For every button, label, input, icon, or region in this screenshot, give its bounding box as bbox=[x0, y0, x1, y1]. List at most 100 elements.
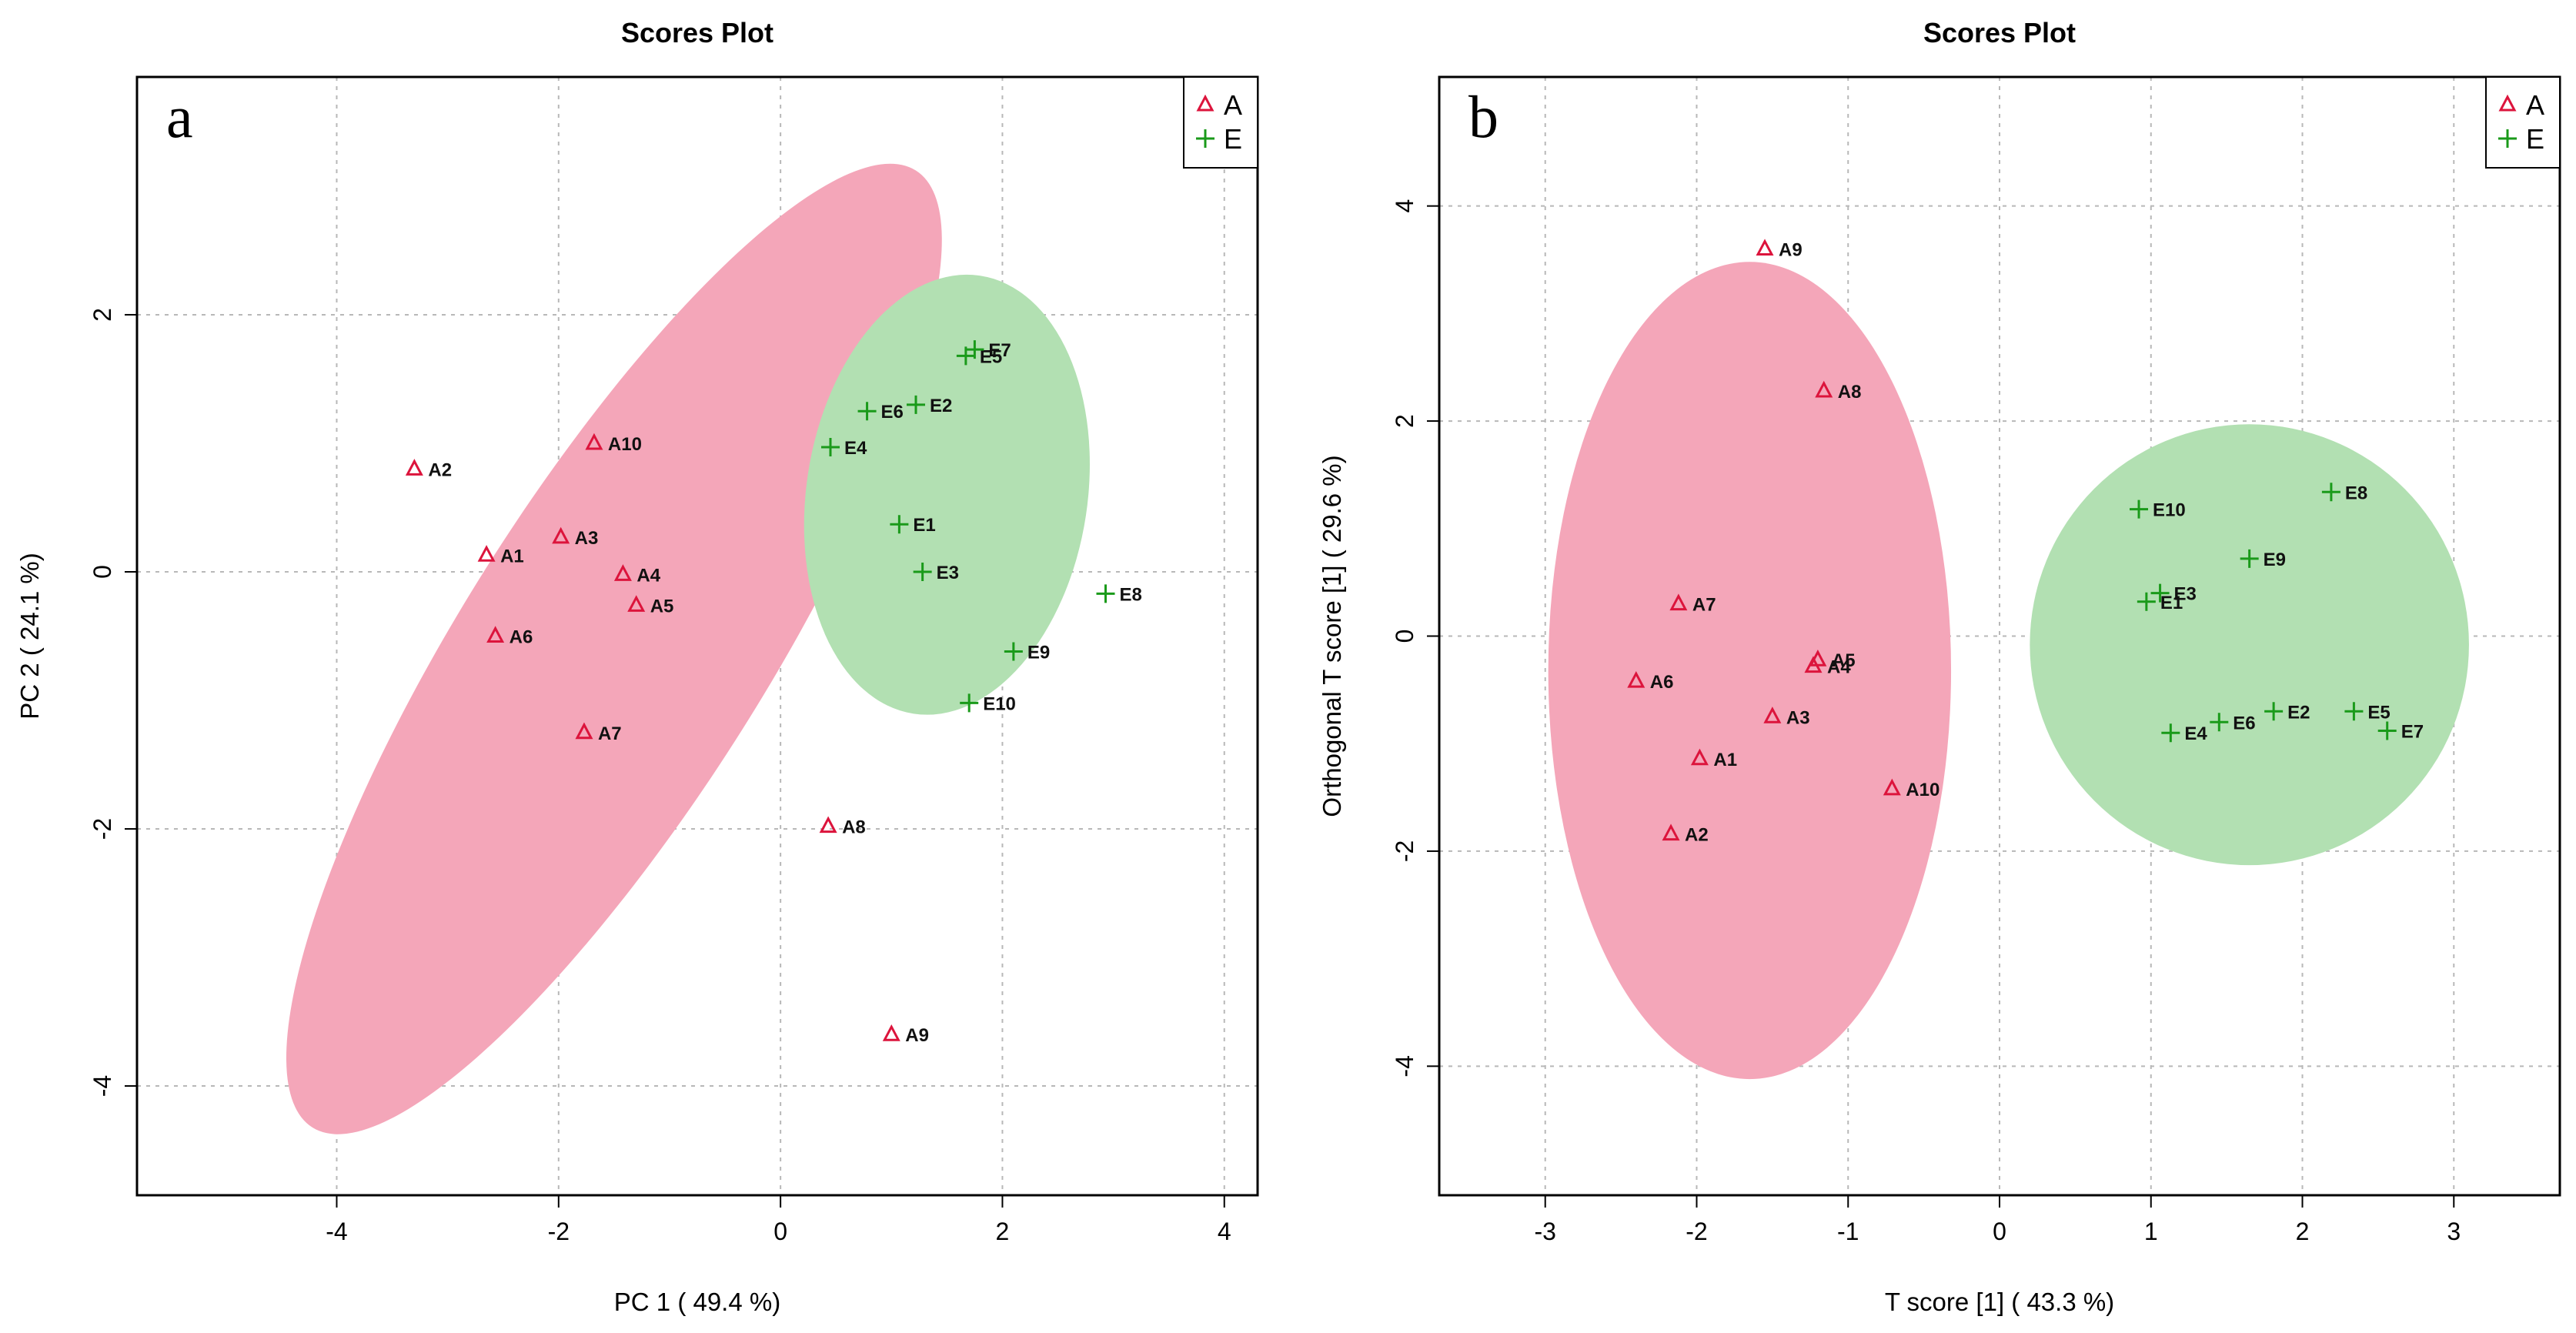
plot-frame bbox=[135, 75, 1259, 1197]
x-tick-label: -2 bbox=[548, 1218, 570, 1245]
point-e8 bbox=[1096, 584, 1115, 603]
point-label-e1: E1 bbox=[913, 515, 935, 536]
panel-letter: b bbox=[1468, 83, 1498, 150]
point-label-a2: A2 bbox=[1685, 825, 1709, 846]
point-label-a10: A10 bbox=[1906, 780, 1940, 800]
chart-title: Scores Plot bbox=[621, 17, 773, 48]
y-axis: -4 -2 0 2 bbox=[89, 308, 137, 1097]
point-label-a9: A9 bbox=[905, 1025, 929, 1046]
point-label-a1: A1 bbox=[500, 546, 524, 566]
point-label-e6: E6 bbox=[2233, 713, 2255, 733]
confidence-ellipse-a bbox=[1548, 262, 1952, 1080]
point-label-a2: A2 bbox=[428, 459, 452, 480]
point-e2 bbox=[2264, 702, 2284, 721]
legend-marker-e bbox=[2498, 129, 2517, 148]
point-e5 bbox=[2344, 702, 2364, 721]
x-tick-label: 0 bbox=[1993, 1218, 2006, 1245]
y-tick-label: 0 bbox=[89, 565, 116, 579]
point-label-a7: A7 bbox=[1692, 595, 1716, 616]
point-label-e9: E9 bbox=[1027, 643, 1050, 663]
point-label-a3: A3 bbox=[1786, 707, 1810, 728]
point-label-e8: E8 bbox=[2345, 483, 2367, 503]
point-label-e3: E3 bbox=[937, 563, 959, 583]
point-label-a4: A4 bbox=[1827, 657, 1851, 678]
y-tick-label: -2 bbox=[89, 818, 116, 840]
point-label-e2: E2 bbox=[2287, 702, 2310, 723]
confidence-ellipse-e bbox=[2030, 424, 2469, 866]
x-axis-label: PC 1 ( 49.4 %) bbox=[614, 1288, 780, 1316]
point-e3 bbox=[2150, 583, 2170, 603]
confidence-ellipses bbox=[1548, 262, 2469, 1080]
chart-title: Scores Plot bbox=[1923, 17, 2076, 48]
point-label-a7: A7 bbox=[598, 723, 622, 744]
legend-marker-a bbox=[2498, 94, 2517, 112]
point-e3 bbox=[913, 562, 932, 581]
point-e10 bbox=[960, 693, 979, 713]
point-label-a10: A10 bbox=[608, 434, 642, 455]
y-tick-label: 0 bbox=[1391, 630, 1418, 643]
point-e9 bbox=[1004, 642, 1023, 661]
x-axis: -4 -2 0 2 4 bbox=[326, 1195, 1231, 1245]
legend-label-a: A bbox=[1224, 89, 1242, 121]
point-a6 bbox=[486, 626, 505, 643]
point-label-a6: A6 bbox=[1650, 672, 1674, 693]
legend-label-e: E bbox=[2526, 123, 2544, 155]
point-a7 bbox=[575, 722, 593, 740]
confidence-ellipse-e bbox=[804, 274, 1090, 715]
point-e7 bbox=[2377, 721, 2397, 740]
x-tick-label: -2 bbox=[1686, 1218, 1707, 1245]
point-label-a5: A5 bbox=[650, 596, 674, 616]
y-tick-label: -4 bbox=[89, 1075, 116, 1097]
point-e4 bbox=[2161, 723, 2180, 743]
y-tick-label: 2 bbox=[89, 308, 116, 322]
legend: AE bbox=[1183, 76, 1258, 169]
y-tick-label: 2 bbox=[1391, 414, 1418, 428]
x-tick-label: -3 bbox=[1535, 1218, 1556, 1245]
point-label-e7: E7 bbox=[2401, 721, 2424, 742]
point-label-e8: E8 bbox=[1120, 584, 1142, 605]
point-e9 bbox=[2240, 549, 2259, 568]
y-tick-label: -2 bbox=[1391, 840, 1418, 862]
point-label-e3: E3 bbox=[2174, 584, 2197, 605]
legend-marker-e bbox=[1196, 129, 1214, 148]
x-tick-label: 4 bbox=[1218, 1218, 1231, 1245]
point-label-e10: E10 bbox=[2153, 500, 2186, 521]
point-label-e4: E4 bbox=[844, 438, 867, 459]
x-tick-label: 1 bbox=[2144, 1218, 2158, 1245]
point-e1 bbox=[2137, 592, 2156, 611]
point-label-e6: E6 bbox=[881, 402, 904, 423]
legend: AE bbox=[2485, 76, 2561, 169]
point-a2 bbox=[405, 459, 423, 476]
point-a6 bbox=[1627, 670, 1645, 688]
point-a4 bbox=[613, 564, 632, 581]
point-e1 bbox=[890, 515, 909, 534]
point-a5 bbox=[627, 595, 646, 612]
legend-label-a: A bbox=[2526, 89, 2544, 121]
y-axis: -4 -2 0 2 4 bbox=[1391, 199, 1439, 1077]
point-label-e2: E2 bbox=[930, 396, 952, 416]
point-a9 bbox=[1756, 239, 1774, 256]
point-label-a9: A9 bbox=[1779, 240, 1803, 261]
point-a7 bbox=[1669, 593, 1688, 611]
point-e2 bbox=[906, 395, 925, 414]
x-axis: -3 -2 -1 0 1 2 3 bbox=[1535, 1195, 2461, 1245]
point-a10 bbox=[585, 433, 603, 450]
y-axis-label: PC 2 ( 24.1 %) bbox=[15, 553, 44, 719]
point-a2 bbox=[1662, 824, 1680, 841]
point-e6 bbox=[857, 402, 877, 421]
point-e8 bbox=[2321, 483, 2340, 502]
point-label-a1: A1 bbox=[1713, 750, 1737, 770]
x-tick-label: -1 bbox=[1837, 1218, 1859, 1245]
point-label-e9: E9 bbox=[2264, 550, 2286, 570]
point-e10 bbox=[2130, 499, 2149, 519]
point-label-e10: E10 bbox=[983, 693, 1016, 714]
x-tick-label: 0 bbox=[773, 1218, 787, 1245]
confidence-ellipses bbox=[286, 163, 1090, 1134]
x-axis-label: T score [1] ( 43.3 %) bbox=[1885, 1288, 2114, 1316]
point-label-a4: A4 bbox=[636, 565, 660, 586]
point-a1 bbox=[477, 545, 496, 562]
